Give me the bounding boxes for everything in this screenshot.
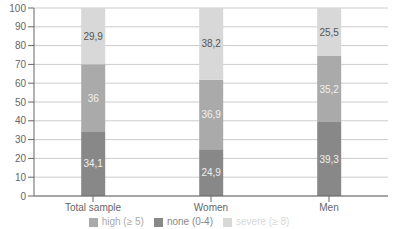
svg-text:25,5: 25,5 — [319, 27, 339, 38]
svg-text:70: 70 — [15, 59, 27, 70]
html-text:severe (≥ 8): severe (≥ 8) — [236, 216, 290, 227]
svg-text:39,3: 39,3 — [319, 154, 339, 165]
svg-text:40: 40 — [15, 115, 27, 126]
svg-text:0: 0 — [20, 191, 26, 202]
svg-text:Total sample: Total sample — [65, 202, 122, 213]
svg-text:90: 90 — [15, 21, 27, 32]
svg-text:34,1: 34,1 — [83, 158, 103, 169]
svg-text:36: 36 — [88, 93, 100, 104]
svg-text:36,9: 36,9 — [201, 109, 221, 120]
svg-text:60: 60 — [15, 78, 27, 89]
html-text:none (0-4): none (0-4) — [166, 216, 213, 227]
svg-text:35,2: 35,2 — [319, 84, 339, 95]
svg-text:20: 20 — [15, 153, 27, 164]
svg-text:30: 30 — [15, 134, 27, 145]
svg-text:24,9: 24,9 — [201, 167, 221, 178]
svg-text:100: 100 — [9, 3, 26, 14]
html-text:high (≥ 5): high (≥ 5) — [101, 216, 144, 227]
svg-text:29,9: 29,9 — [83, 31, 103, 42]
svg-text:38,2: 38,2 — [201, 38, 221, 49]
svg-text:50: 50 — [15, 97, 27, 108]
svg-text:80: 80 — [15, 40, 27, 51]
svg-text:Men: Men — [319, 202, 338, 213]
svg-text:Women: Women — [194, 202, 228, 213]
svg-text:10: 10 — [15, 172, 27, 183]
